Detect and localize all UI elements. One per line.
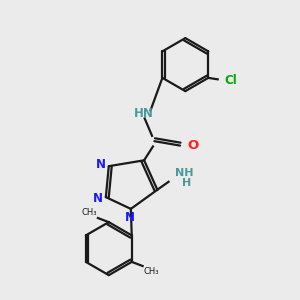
- Text: O: O: [188, 139, 199, 152]
- Text: CH₃: CH₃: [82, 208, 98, 217]
- Text: CH₃: CH₃: [143, 267, 159, 276]
- Text: H: H: [182, 178, 191, 188]
- Text: NH: NH: [175, 168, 194, 178]
- Text: N: N: [125, 211, 135, 224]
- Text: HN: HN: [134, 107, 154, 120]
- Text: Cl: Cl: [225, 74, 238, 87]
- Text: N: N: [95, 158, 106, 171]
- Text: N: N: [93, 192, 103, 205]
